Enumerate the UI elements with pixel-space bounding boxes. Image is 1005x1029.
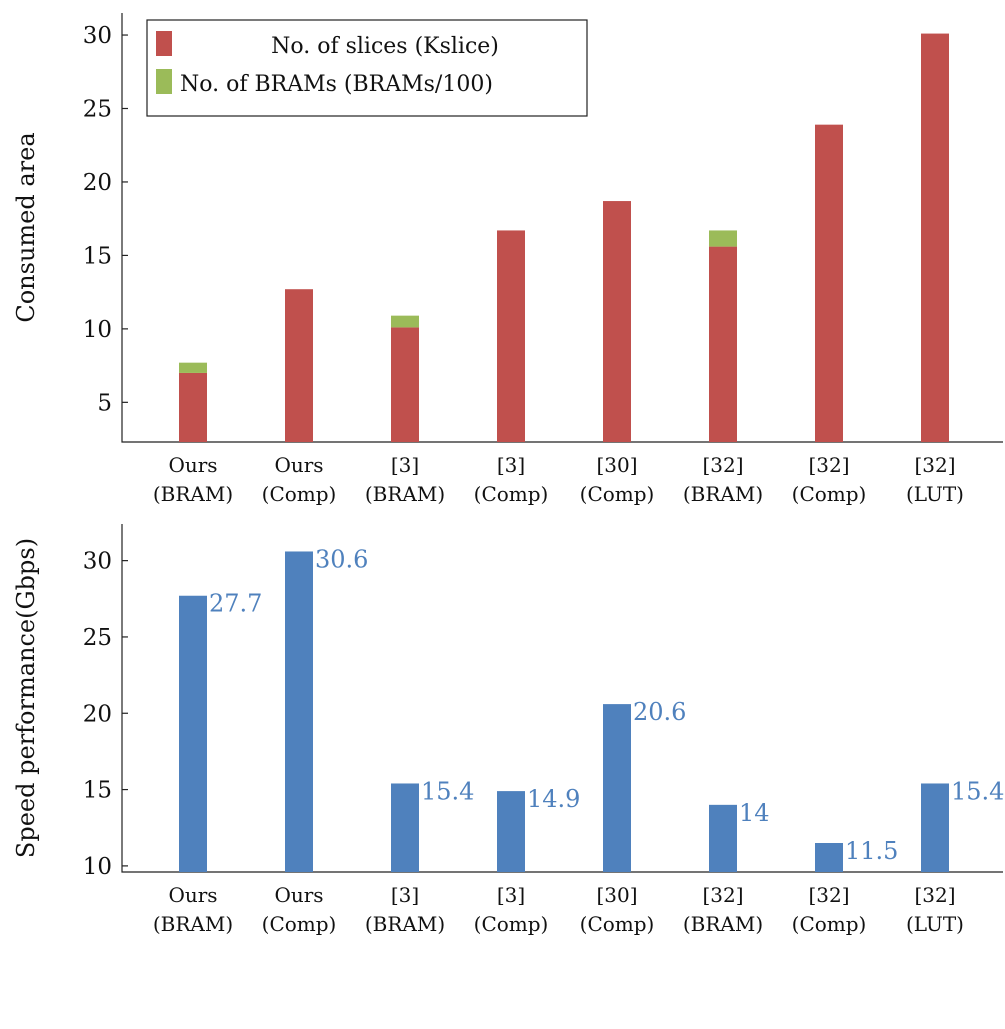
data-label: 14 — [739, 799, 770, 827]
y-tick-label: 5 — [97, 390, 112, 416]
legend-swatch-brams — [156, 69, 172, 94]
legend-swatch-slices — [156, 31, 172, 56]
x-tick-label: (Comp) — [580, 912, 655, 936]
x-tick-label: [30] — [596, 883, 637, 907]
x-tick-label: (BRAM) — [683, 912, 763, 936]
x-tick-label: (Comp) — [580, 482, 655, 506]
data-label: 11.5 — [845, 837, 898, 865]
brams-bar — [709, 230, 737, 247]
x-tick-label: Ours — [274, 883, 323, 907]
slices-bar — [179, 372, 207, 442]
x-tick-label: Ours — [274, 453, 323, 477]
x-tick-label: (BRAM) — [153, 482, 233, 506]
y-tick-label: 20 — [83, 701, 112, 727]
legend-box — [146, 19, 588, 117]
x-tick-label: (BRAM) — [365, 482, 445, 506]
data-label: 15.4 — [421, 777, 474, 805]
y-tick-label: 25 — [83, 625, 112, 651]
legend-label: No. of slices (Kslice) — [271, 34, 499, 59]
speed-bar — [921, 783, 949, 872]
data-label: 20.6 — [633, 698, 686, 726]
x-tick-label: [3] — [391, 453, 419, 477]
x-tick-label: (BRAM) — [365, 912, 445, 936]
y-axis-title: Speed performance(Gbps) — [12, 538, 40, 858]
data-label: 30.6 — [315, 545, 368, 573]
y-tick-label: 30 — [83, 549, 112, 575]
x-tick-label: [32] — [702, 883, 743, 907]
x-tick-label: (Comp) — [792, 912, 867, 936]
y-axis-title: Consumed area — [12, 132, 40, 322]
x-tick-label: [32] — [914, 453, 955, 477]
y-tick-label: 20 — [83, 170, 112, 196]
y-tick-label: 30 — [83, 23, 112, 49]
brams-bar — [179, 362, 207, 373]
slices-bar — [709, 246, 737, 442]
x-tick-label: (Comp) — [474, 482, 549, 506]
speed-bar — [815, 843, 843, 872]
x-tick-label: [32] — [808, 883, 849, 907]
speed-chart: 10 15 20 25 30 Speed performance(Gbps) Ours (BR… — [12, 524, 1004, 936]
slices-bar — [285, 289, 313, 442]
y-tick-label: 15 — [83, 243, 112, 269]
y-tick-label: 10 — [83, 854, 112, 880]
y-tick-label: 10 — [83, 317, 112, 343]
x-tick-label: Ours — [168, 453, 217, 477]
brams-bar — [391, 315, 419, 328]
y-tick-label: 25 — [83, 96, 112, 122]
slices-bar — [391, 327, 419, 442]
legend: No. of slices (Kslice) No. of BRAMs (BRAM… — [146, 19, 588, 117]
area-chart: 5 10 15 20 25 30 Consumed area Ours (BRAM) Ours (C… — [12, 13, 1003, 506]
slices-bar — [921, 33, 949, 443]
x-tick-label: (Comp) — [474, 912, 549, 936]
legend-label: No. of BRAMs (BRAMs/100) — [180, 72, 493, 97]
speed-bar — [497, 791, 525, 872]
axis-frame — [121, 524, 1003, 873]
x-tick-label: [3] — [497, 453, 525, 477]
x-tick-label: (LUT) — [906, 912, 964, 936]
speed-bar — [709, 804, 737, 872]
slices-bar — [603, 201, 631, 442]
slices-bar — [815, 124, 843, 442]
slices-bar — [497, 230, 525, 442]
x-tick-label: (LUT) — [906, 482, 964, 506]
x-tick-label: Ours — [168, 883, 217, 907]
x-tick-label: (Comp) — [792, 482, 867, 506]
data-label: 15.4 — [951, 777, 1004, 805]
speed-bar — [285, 551, 313, 872]
speed-bar — [603, 704, 631, 872]
x-tick-label: [32] — [702, 453, 743, 477]
x-tick-label: [32] — [914, 883, 955, 907]
x-tick-label: [3] — [497, 883, 525, 907]
speed-bar — [391, 783, 419, 872]
x-tick-label: [30] — [596, 453, 637, 477]
data-label: 27.7 — [209, 590, 262, 618]
speed-bar — [179, 595, 207, 872]
y-tick-label: 15 — [83, 778, 112, 804]
x-tick-label: (Comp) — [262, 912, 337, 936]
data-label: 14.9 — [527, 785, 580, 813]
x-tick-label: [3] — [391, 883, 419, 907]
x-tick-label: (BRAM) — [153, 912, 233, 936]
x-tick-label: [32] — [808, 453, 849, 477]
x-tick-label: (Comp) — [262, 482, 337, 506]
x-tick-label: (BRAM) — [683, 482, 763, 506]
